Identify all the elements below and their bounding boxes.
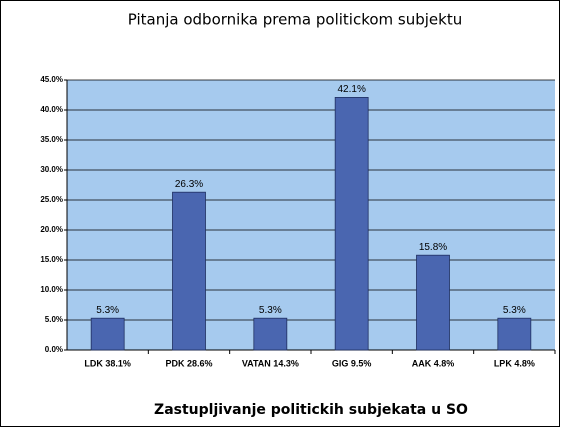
bar xyxy=(497,317,532,351)
bar xyxy=(172,191,206,351)
bar xyxy=(334,97,369,351)
y-tick-label: 10.0% xyxy=(40,285,63,294)
x-tick-label: LPK 4.8% xyxy=(494,358,535,368)
x-tick-label: GIG 9.5% xyxy=(332,358,372,368)
value-label: 5.3% xyxy=(96,305,119,316)
chart-title: Pitanja odbornika prema politickom subje… xyxy=(128,11,462,29)
y-tick-label: 20.0% xyxy=(40,225,63,234)
value-label: 5.3% xyxy=(259,305,282,316)
y-tick-label: 5.0% xyxy=(45,315,63,324)
y-tick-label: 45.0% xyxy=(40,75,63,84)
y-tick-label: 15.0% xyxy=(40,255,63,264)
bar xyxy=(416,254,450,351)
y-tick-label: 35.0% xyxy=(40,135,63,144)
bar xyxy=(253,317,288,351)
bar xyxy=(90,317,125,351)
x-tick-label: PDK 28.6% xyxy=(165,358,212,368)
value-label: 5.3% xyxy=(503,305,526,316)
x-axis-label: Zastupljivanje politickih subjekata u SO xyxy=(154,402,468,418)
y-tick-label: 0.0% xyxy=(45,345,63,354)
value-label: 15.8% xyxy=(419,242,447,253)
y-tick-label: 30.0% xyxy=(40,165,63,174)
x-tick-label: VATAN 14.3% xyxy=(242,358,299,368)
value-label: 26.3% xyxy=(175,179,203,190)
y-tick-label: 25.0% xyxy=(40,195,63,204)
x-tick-label: LDK 38.1% xyxy=(84,358,131,368)
x-tick-label: AAK 4.8% xyxy=(412,358,455,368)
value-label: 42.1% xyxy=(337,84,365,95)
y-tick-label: 40.0% xyxy=(40,105,63,114)
plot-area xyxy=(67,80,555,350)
